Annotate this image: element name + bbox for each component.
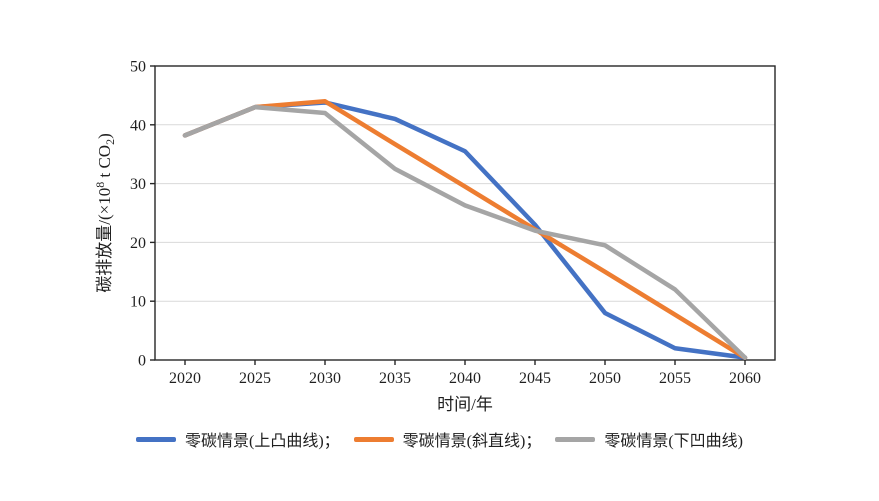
legend-label: 零碳情景(斜直线)； [402, 433, 542, 450]
y-tick-label: 30 [130, 176, 146, 193]
y-tick-label: 40 [130, 117, 146, 134]
legend-label: 零碳情景(下凹曲线) [604, 433, 743, 450]
x-tick-label: 2035 [379, 370, 411, 387]
legend-line-swatch [555, 436, 596, 442]
y-axis-label: 碳排放量/(×108 t CO2) [93, 133, 117, 293]
x-tick-label: 2040 [449, 370, 481, 387]
legend-item: 零碳情景(斜直线)； [353, 427, 542, 451]
x-tick-label: 2060 [729, 370, 761, 387]
x-tick-label: 2055 [659, 370, 691, 387]
legend-label: 零碳情景(上凸曲线)； [184, 433, 340, 450]
y-tick-label: 20 [130, 235, 146, 252]
y-tick-label: 10 [130, 294, 146, 311]
x-tick-label: 2020 [169, 370, 201, 387]
y-tick-label: 0 [138, 353, 146, 370]
chart-legend: 零碳情景(上凸曲线)； 零碳情景(斜直线)； 零碳情景(下凹曲线) [0, 427, 879, 451]
x-axis-label: 时间/年 [437, 395, 493, 414]
x-tick-label: 2030 [309, 370, 341, 387]
series-line [182, 104, 748, 360]
x-tick-label: 2025 [239, 370, 271, 387]
x-tick-label: 2050 [589, 370, 621, 387]
x-tick-label: 2045 [519, 370, 551, 387]
series-line [182, 99, 748, 360]
legend-item: 零碳情景(上凸曲线)； [135, 427, 340, 451]
legend-item: 零碳情景(下凹曲线) [555, 427, 743, 451]
legend-line-swatch [353, 436, 394, 442]
legend-line-swatch [135, 436, 176, 442]
y-tick-label: 50 [130, 59, 146, 76]
series-line [182, 100, 748, 360]
